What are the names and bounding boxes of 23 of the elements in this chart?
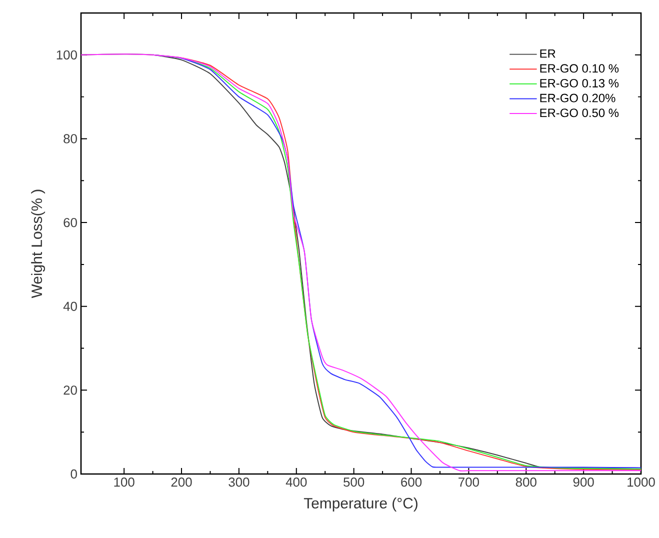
x-axis-title: Temperature (°C) [304, 498, 418, 512]
legend-label: ER-GO 0.50 % [540, 108, 619, 118]
y-tick-label: 60 [64, 218, 77, 228]
x-tick-label: 400 [286, 478, 307, 487]
y-tick-label: 100 [56, 50, 77, 60]
x-tick-label: 500 [344, 478, 364, 487]
y-axis-title: Weight Loss(% ) [31, 190, 46, 298]
x-tick-label: 100 [114, 478, 134, 487]
legend-label: ER-GO 0.10 % [540, 64, 619, 73]
x-tick-label: 800 [516, 478, 536, 487]
x-tick-label: 200 [171, 478, 192, 487]
y-tick-label: 80 [64, 134, 77, 144]
legend-label: ER-GO 0.20% [540, 94, 616, 102]
x-tick-label: 900 [573, 478, 594, 487]
x-tick-label: 1000 [628, 478, 655, 487]
legend-label: ER [540, 49, 556, 58]
legend-label: ER-GO 0.13 % [540, 78, 619, 88]
x-tick-label: 600 [401, 478, 422, 487]
x-tick-label: 300 [228, 478, 250, 487]
y-tick-label: 0 [70, 469, 77, 479]
x-tick-label: 700 [458, 478, 479, 487]
y-tick-label: 40 [63, 302, 77, 311]
y-tick-label: 20 [64, 386, 77, 395]
